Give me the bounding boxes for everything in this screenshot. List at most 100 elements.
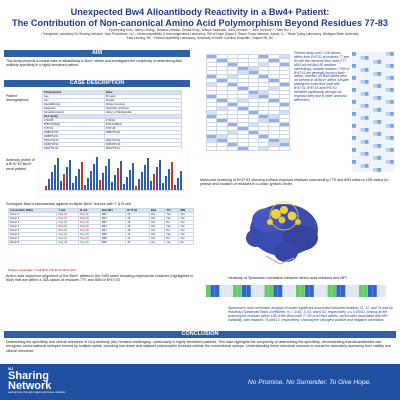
- heatmap-caption: Heatmap of Spearman correlation between …: [228, 276, 347, 280]
- heatmap-cell: [282, 285, 287, 297]
- matrix-cell: [360, 152, 365, 156]
- matrix-cell: [368, 84, 373, 88]
- cell: No: [178, 240, 194, 245]
- matrix-cell: [364, 76, 369, 80]
- matrix-cell: [360, 116, 365, 120]
- matrix-cell: [373, 136, 377, 140]
- matrix-cell: [377, 100, 382, 104]
- antibody-profile-chart: [38, 150, 188, 196]
- matrix-cell: [352, 76, 356, 80]
- matrix-cell: [389, 104, 394, 108]
- matrix-cell: [377, 132, 382, 136]
- matrix-cell: [389, 148, 394, 152]
- heatmap-cell: [215, 285, 220, 297]
- matrix-cell: [373, 100, 377, 104]
- matrix-cell: [373, 120, 377, 124]
- matrix-cell: [352, 112, 356, 116]
- matrix-cell: [356, 140, 361, 144]
- matrix-cell: [381, 56, 386, 60]
- matrix-cell: [377, 72, 382, 76]
- heatmap-cell: [381, 285, 386, 297]
- matrix-cell: [377, 108, 382, 112]
- alignment-row: [205, 110, 291, 115]
- antibody-bar: [153, 174, 155, 190]
- heatmap-cell: [242, 285, 247, 297]
- matrix-cell: [381, 104, 386, 108]
- matrix-cell: [368, 64, 373, 68]
- matrix-cell: [385, 88, 390, 92]
- antibody-bar: [147, 158, 149, 190]
- antibody-bar: [165, 176, 167, 190]
- matrix-cell: [360, 92, 365, 96]
- matrix-cell: [377, 144, 382, 148]
- matrix-cell: [356, 164, 361, 168]
- matrix-cell: [364, 52, 369, 56]
- matrix-cell: [364, 88, 369, 92]
- heatmap-cell: [377, 285, 382, 297]
- matrix-cell: [373, 60, 377, 64]
- matrix-cell: [356, 60, 361, 64]
- matrix-cell: [389, 160, 394, 164]
- matrix-cell: [360, 88, 365, 92]
- matrix-cell: [352, 64, 356, 68]
- matrix-cell: [364, 84, 369, 88]
- matrix-cell: [360, 160, 365, 164]
- matrix-cell: [356, 72, 361, 76]
- matrix-cell: [377, 92, 382, 96]
- antibody-bar: [159, 160, 161, 190]
- matrix-cell: [364, 132, 369, 136]
- matrix-cell: [385, 160, 390, 164]
- matrix-cell: [373, 148, 377, 152]
- heatmap-cell: [359, 285, 364, 297]
- matrix-cell: [360, 132, 365, 136]
- matrix-cell: [385, 80, 390, 84]
- alignment-cell: [205, 146, 218, 151]
- matrix-cell: [389, 164, 394, 168]
- antibody-bar: [174, 185, 176, 190]
- demographics-table: Characteristic Value Age 60 years Sex Fema…: [42, 90, 183, 155]
- matrix-cell: [385, 104, 390, 108]
- matrix-cell: [373, 80, 377, 84]
- matrix-cell: [377, 160, 382, 164]
- matrix-cell: [377, 64, 382, 68]
- matrix-cell: [360, 64, 365, 68]
- antibody-bar: [162, 183, 164, 190]
- matrix-cell: [356, 152, 361, 156]
- matrix-cell: [356, 104, 361, 108]
- matrix-cell: [381, 108, 386, 112]
- surrogate-crossmatch-table: Crossmatch (DSA) T cell B cell Bw4 MFI B*47:…: [7, 208, 194, 245]
- antibody-bar: [123, 184, 125, 190]
- matrix-cell: [373, 52, 377, 56]
- heatmap-cell: [269, 285, 274, 297]
- matrix-cell: [356, 136, 361, 140]
- matrix-cell: [364, 156, 369, 160]
- matrix-cell: [385, 152, 390, 156]
- matrix-cell: [364, 80, 369, 84]
- matrix-cell: [364, 152, 369, 156]
- matrix-cell: [373, 164, 377, 168]
- peptide-trace: [265, 255, 295, 265]
- matrix-cell: [385, 116, 390, 120]
- antibody-bar: [93, 164, 95, 190]
- poster-title: Unexpected Bw4 Alloantibody Reactivity i…: [0, 7, 400, 28]
- alignment-cell: [268, 146, 280, 151]
- antibody-bar: [63, 174, 65, 190]
- matrix-cell: [373, 96, 377, 100]
- heatmap-cell: [206, 285, 211, 297]
- matrix-cell: [389, 72, 394, 76]
- matrix-cell: [377, 104, 382, 108]
- case-description-header: CASE DESCRIPTION: [4, 80, 190, 87]
- matrix-cell: [389, 116, 394, 120]
- matrix-cell: [381, 132, 386, 136]
- logo-nj: NJ: [8, 366, 14, 371]
- matrix-cell: [381, 88, 386, 92]
- matrix-cell: [385, 144, 390, 148]
- matrix-cell: [389, 64, 394, 68]
- matrix-cell: [381, 120, 386, 124]
- matrix-cell: [352, 92, 356, 96]
- matrix-cell: [385, 68, 390, 72]
- authors-text: Hyunhyung Kim¹, Jaehyu Jeong¹, Bosana Le…: [108, 28, 292, 32]
- matrix-cell: [352, 128, 356, 132]
- matrix-cell: [360, 84, 365, 88]
- matrix-cell: [381, 124, 386, 128]
